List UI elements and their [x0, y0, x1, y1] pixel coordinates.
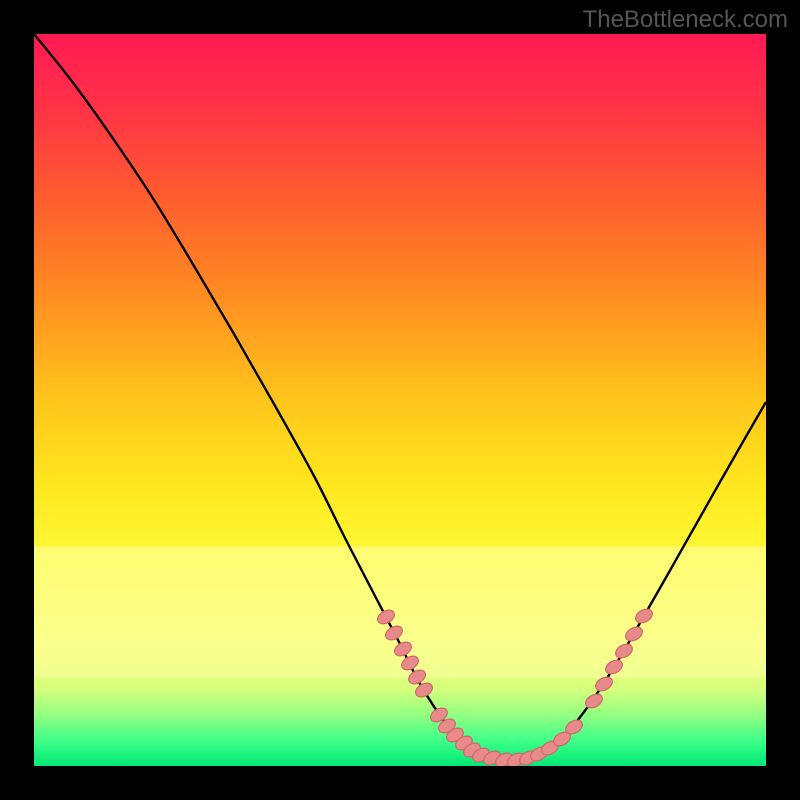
- chart-svg: [0, 0, 800, 800]
- chart-pale-band: [34, 546, 766, 678]
- chart-frame: TheBottleneck.com: [0, 0, 800, 800]
- watermark-text: TheBottleneck.com: [583, 6, 788, 34]
